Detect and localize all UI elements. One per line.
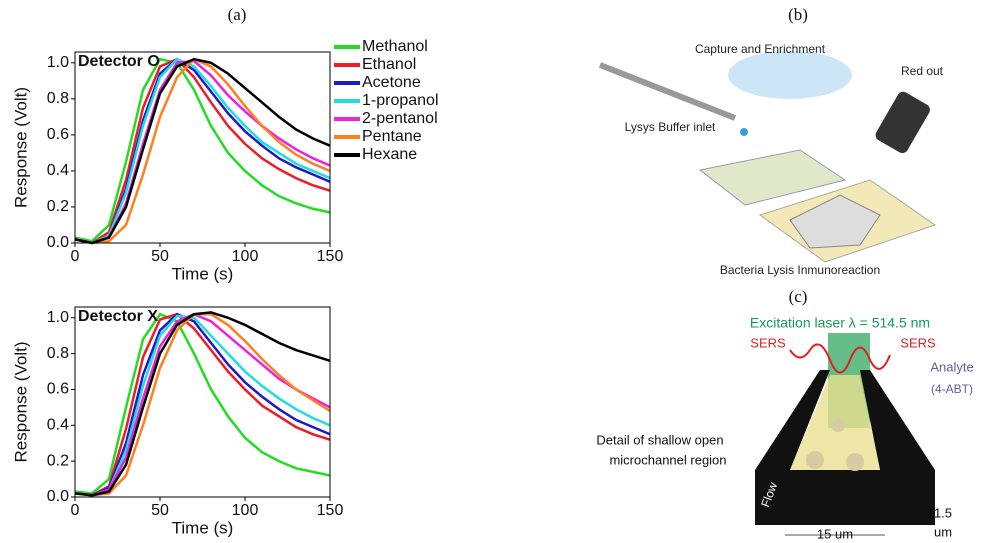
- label: SERS: [900, 335, 936, 350]
- x-tick-label: 150: [317, 502, 344, 519]
- label: Excitation laser λ = 514.5 nm: [750, 315, 930, 331]
- x-tick-label: 100: [232, 248, 259, 265]
- legend-label: Pentane: [362, 128, 422, 145]
- bead: [831, 418, 845, 432]
- label: um: [934, 524, 952, 539]
- x-tick-label: 0: [71, 502, 80, 519]
- y-tick-label: 0.4: [47, 162, 69, 179]
- panel-label: (a): [228, 5, 247, 24]
- legend-label: Methanol: [362, 38, 428, 55]
- x-axis-label: Time (s): [172, 264, 234, 283]
- label: Capture and Enrichment: [695, 42, 826, 56]
- y-tick-label: 0.6: [47, 381, 69, 398]
- y-tick-label: 0.2: [47, 452, 69, 469]
- bead: [846, 453, 864, 471]
- figure: (a) (b) (c) Capture and Enrichment Red o…: [0, 0, 981, 543]
- legend-label: Ethanol: [362, 56, 416, 73]
- label: Red out: [901, 64, 944, 78]
- y-tick-label: 0.8: [47, 345, 69, 362]
- y-axis-label: Response (Volt): [11, 87, 30, 208]
- diagram-b: Capture and Enrichment Red out Lysys Buf…: [600, 42, 944, 277]
- x-tick-label: 50: [151, 248, 169, 265]
- y-tick-label: 1.0: [47, 309, 69, 326]
- legend-label: Hexane: [362, 146, 417, 163]
- legend-label: 1-propanol: [362, 92, 439, 109]
- legend-label: Acetone: [362, 74, 421, 91]
- series-line: [75, 314, 330, 495]
- y-tick-label: 1.0: [47, 54, 69, 71]
- y-axis-label: Response (Volt): [11, 342, 30, 463]
- bead: [806, 451, 824, 469]
- label: SERS: [750, 335, 786, 350]
- label: 15 um: [817, 526, 853, 541]
- chart-title: Detector X: [78, 308, 158, 325]
- label: 1.5: [934, 505, 952, 520]
- panel-label: (c): [789, 287, 808, 306]
- y-tick-label: 0.0: [47, 488, 69, 505]
- drop: [740, 128, 748, 136]
- y-tick-label: 0.2: [47, 198, 69, 215]
- label: microchannel region: [609, 452, 726, 467]
- x-tick-label: 150: [317, 248, 344, 265]
- syringe: [600, 65, 735, 118]
- label: Lysys Buffer inlet: [625, 120, 716, 134]
- label: Detail of shallow open: [596, 432, 723, 447]
- x-tick-label: 100: [232, 502, 259, 519]
- cloud: [728, 51, 852, 99]
- label: Bacteria Lysis Inmunoreaction: [720, 263, 880, 277]
- y-tick-label: 0.0: [47, 234, 69, 251]
- y-tick-label: 0.4: [47, 417, 69, 434]
- chart-title: Detector O: [78, 53, 160, 70]
- panel-label: (b): [788, 5, 808, 24]
- x-tick-label: 50: [151, 502, 169, 519]
- y-tick-label: 0.6: [47, 126, 69, 143]
- y-tick-label: 0.8: [47, 90, 69, 107]
- label: Analyte: [930, 359, 973, 374]
- x-tick-label: 0: [71, 248, 80, 265]
- diagram-c: Excitation laser λ = 514.5 nm SERS SERS …: [596, 315, 973, 542]
- x-axis-label: Time (s): [172, 518, 234, 537]
- legend-label: 2-pentanol: [362, 110, 438, 127]
- label: (4-ABT): [931, 382, 973, 396]
- reader: [873, 90, 932, 156]
